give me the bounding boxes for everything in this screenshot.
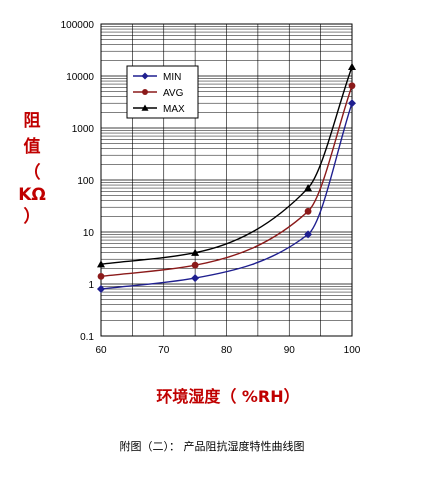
data-point (304, 207, 312, 215)
series-max (97, 62, 356, 268)
y-tick-label: 100 (77, 176, 94, 187)
data-point (304, 230, 313, 239)
y-tick-label: 0.1 (80, 332, 94, 343)
data-point (97, 260, 105, 268)
data-point (348, 99, 356, 108)
data-point (191, 274, 200, 283)
x-axis-label: 环境湿度（ %RH） (156, 387, 299, 406)
legend-marker (141, 72, 149, 80)
series-line (100, 85, 353, 278)
y-axis-label-char: 值 (24, 136, 41, 157)
legend-marker (142, 89, 148, 95)
y-tick-label: 100000 (61, 20, 95, 31)
series-avg (97, 82, 356, 280)
legend-label: AVG (163, 88, 184, 99)
y-tick-label: 1000 (72, 124, 95, 135)
y-tick-label: 10 (83, 228, 95, 239)
plot-frame (100, 23, 353, 337)
data-point (97, 273, 105, 280)
y-axis-label-char: 阻 (24, 111, 41, 131)
legend: MIN AVG MAX (126, 65, 199, 119)
series-min (97, 99, 356, 294)
y-tick-label: 1 (88, 280, 94, 291)
series-line (100, 66, 353, 265)
data-point (191, 248, 200, 256)
legend-marker (141, 104, 149, 111)
legend-label: MIN (163, 72, 181, 83)
y-axis-label-char: （ (24, 162, 41, 183)
tick-labels: 60 70 80 90 100 0.1 1 10 100 1000 10000 100000 (61, 20, 361, 356)
x-tick-label: 70 (158, 345, 170, 356)
y-tick-label: 10000 (66, 72, 94, 83)
y-axis-label-char: KΩ (18, 185, 46, 205)
y-axis-label: 阻值 （KΩ） (18, 111, 46, 227)
grid (100, 24, 353, 337)
x-tick-label: 90 (284, 345, 296, 356)
data-point (191, 261, 199, 269)
x-tick-label: 80 (221, 345, 233, 356)
legend-label: MAX (163, 104, 185, 115)
series-layer (97, 62, 356, 294)
series-line (100, 102, 353, 290)
data-point (348, 82, 356, 90)
data-point (97, 285, 105, 294)
data-point (304, 184, 313, 192)
figure-caption: 附图（二）： 产品阻抗湿度特性曲线图 (120, 439, 305, 453)
data-point (348, 62, 356, 71)
x-tick-label: 100 (344, 345, 361, 356)
y-axis-label-char: ） (24, 206, 41, 227)
x-tick-label: 60 (95, 345, 107, 356)
